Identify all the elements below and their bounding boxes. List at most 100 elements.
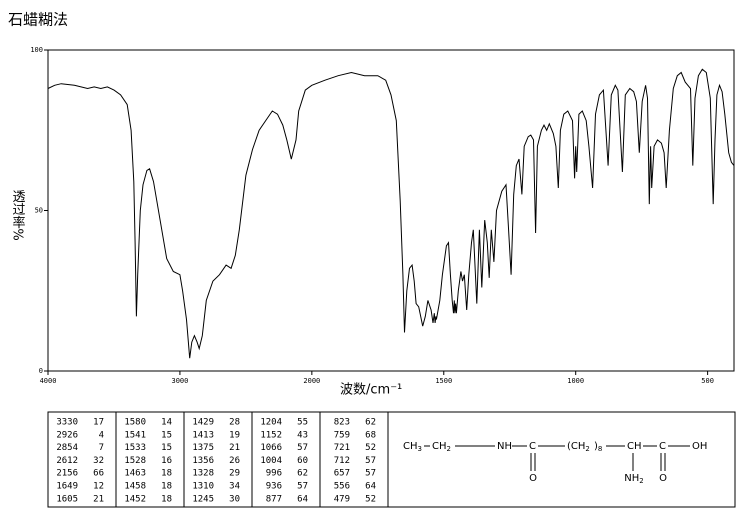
peak-wavenumber: 1649 <box>56 482 78 492</box>
peak-wavenumber: 1458 <box>124 482 146 492</box>
y-tick-label: 0 <box>39 367 43 375</box>
x-tick-label: 4000 <box>40 377 57 385</box>
peak-wavenumber: 1533 <box>124 443 146 453</box>
peak-wavenumber: 3330 <box>56 418 78 428</box>
plot-frame <box>47 49 735 372</box>
structure-group: O <box>529 473 537 484</box>
peak-wavenumber: 759 <box>334 430 350 440</box>
peak-wavenumber: 1580 <box>124 418 146 428</box>
peak-transmittance: 57 <box>365 469 376 479</box>
peak-wavenumber: 721 <box>334 443 350 453</box>
peak-wavenumber: 1310 <box>192 482 214 492</box>
peak-wavenumber: 1245 <box>192 494 214 504</box>
peak-transmittance: 29 <box>229 469 240 479</box>
structure-group: NH2 <box>624 473 643 485</box>
peak-wavenumber: 936 <box>266 482 282 492</box>
peak-wavenumber: 657 <box>334 469 350 479</box>
peak-transmittance: 52 <box>365 494 376 504</box>
structure-group: O <box>659 473 667 484</box>
structure-group: CH2 <box>432 441 451 453</box>
peak-transmittance: 21 <box>93 494 104 504</box>
peak-transmittance: 4 <box>99 430 104 440</box>
structure-group: (CH2 <box>567 441 590 453</box>
peak-transmittance: 60 <box>297 456 308 466</box>
peak-transmittance: 57 <box>297 443 308 453</box>
peak-transmittance: 17 <box>93 418 104 428</box>
peak-wavenumber: 1066 <box>260 443 282 453</box>
peak-transmittance: 18 <box>161 494 172 504</box>
peak-wavenumber: 1528 <box>124 456 146 466</box>
peak-wavenumber: 1328 <box>192 469 214 479</box>
peak-transmittance: 68 <box>365 430 376 440</box>
spectrum-line <box>47 68 735 359</box>
peak-wavenumber: 556 <box>334 482 350 492</box>
peak-transmittance: 64 <box>365 482 376 492</box>
peak-wavenumber: 2926 <box>56 430 78 440</box>
peak-transmittance: 57 <box>297 482 308 492</box>
peak-wavenumber: 1429 <box>192 418 214 428</box>
peak-transmittance: 15 <box>161 430 172 440</box>
peak-transmittance: 18 <box>161 482 172 492</box>
structure-group: CH <box>627 441 642 452</box>
peak-wavenumber: 823 <box>334 418 350 428</box>
peak-wavenumber: 996 <box>266 469 282 479</box>
structure: CH3 CH2 NH C (CH2 )8 CH C OH O NH2 O <box>403 441 707 485</box>
y-axis-label: 透过率% <box>10 189 26 240</box>
peak-transmittance: 19 <box>229 430 240 440</box>
peak-transmittance: 15 <box>161 443 172 453</box>
peak-wavenumber: 712 <box>334 456 350 466</box>
peak-wavenumber: 1356 <box>192 456 214 466</box>
peak-wavenumber: 1605 <box>56 494 78 504</box>
peak-transmittance: 66 <box>93 469 104 479</box>
peak-wavenumber: 1152 <box>260 430 282 440</box>
peak-transmittance: 21 <box>229 443 240 453</box>
peak-transmittance: 26 <box>229 456 240 466</box>
x-tick-label: 2000 <box>303 377 320 385</box>
peak-transmittance: 52 <box>365 443 376 453</box>
y-tick-label: 100 <box>30 46 43 54</box>
peak-transmittance: 34 <box>229 482 240 492</box>
x-tick-label: 1000 <box>567 377 584 385</box>
x-tick-label: 3000 <box>171 377 188 385</box>
structure-group: C <box>659 441 666 452</box>
peak-wavenumber: 1452 <box>124 494 146 504</box>
peak-wavenumber: 1204 <box>260 418 282 428</box>
structure-group: NH <box>497 441 512 452</box>
peak-transmittance: 64 <box>297 494 308 504</box>
peak-transmittance: 43 <box>297 430 308 440</box>
peak-transmittance: 62 <box>297 469 308 479</box>
peak-transmittance: 16 <box>161 456 172 466</box>
structure-group: CH3 <box>403 441 422 453</box>
structure-group: C <box>529 441 536 452</box>
x-axis-label: 波数/cm⁻¹ <box>340 383 402 398</box>
x-tick-label: 500 <box>701 377 714 385</box>
peak-transmittance: 7 <box>99 443 104 453</box>
peak-transmittance: 28 <box>229 418 240 428</box>
peak-transmittance: 55 <box>297 418 308 428</box>
x-tick-label: 1500 <box>435 377 452 385</box>
peak-wavenumber: 2612 <box>56 456 78 466</box>
peak-wavenumber: 877 <box>266 494 282 504</box>
peak-transmittance: 18 <box>161 469 172 479</box>
peak-transmittance: 32 <box>93 456 104 466</box>
structure-group: )8 <box>594 441 602 453</box>
chart-title: 石蜡糊法 <box>8 11 68 29</box>
peak-wavenumber: 1375 <box>192 443 214 453</box>
peak-wavenumber: 1541 <box>124 430 146 440</box>
peak-wavenumber: 1004 <box>260 456 282 466</box>
peak-wavenumber: 2854 <box>56 443 78 453</box>
peak-transmittance: 30 <box>229 494 240 504</box>
peak-transmittance: 57 <box>365 456 376 466</box>
table-frame <box>47 411 736 508</box>
peak-wavenumber: 479 <box>334 494 350 504</box>
peak-wavenumber: 1413 <box>192 430 214 440</box>
peak-transmittance: 12 <box>93 482 104 492</box>
structure-group: OH <box>692 441 707 452</box>
y-tick-label: 50 <box>35 207 43 215</box>
peak-wavenumber: 1463 <box>124 469 146 479</box>
peak-wavenumber: 2156 <box>56 469 78 479</box>
peak-transmittance: 62 <box>365 418 376 428</box>
peak-transmittance: 14 <box>161 418 172 428</box>
